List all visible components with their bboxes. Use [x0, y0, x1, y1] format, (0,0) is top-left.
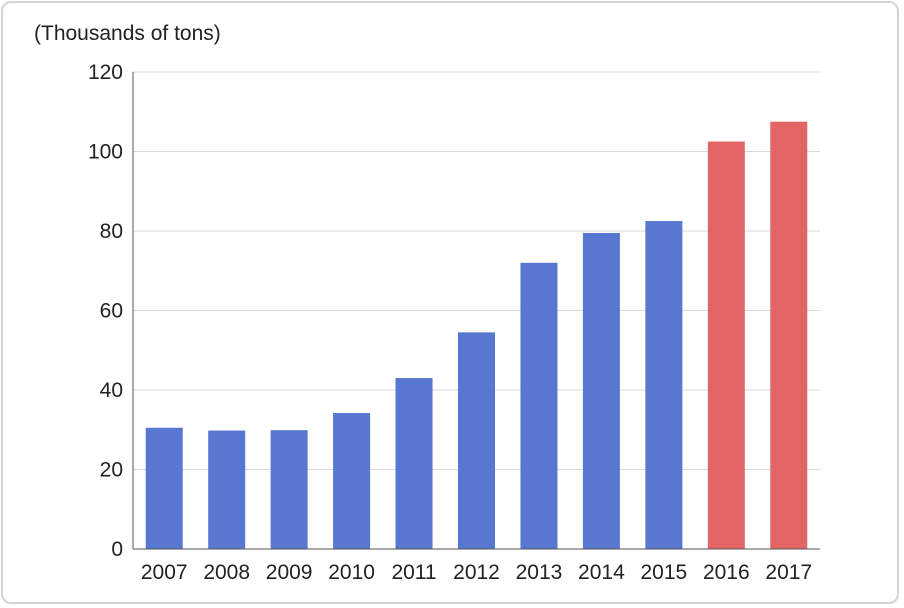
y-tick-labels: 0 20 40 60 80 100 120 [88, 61, 123, 561]
bar-2015 [645, 221, 683, 549]
y-tick-label-0: 0 [111, 538, 123, 561]
y-tick-label-80: 80 [100, 220, 123, 243]
x-tick-labels: 2007 2008 2009 2010 2011 2012 2013 2014 2015 2016… [141, 561, 812, 584]
bar-2010 [333, 413, 371, 549]
y-tick-label-120: 120 [88, 61, 123, 84]
x-tick-label-2013: 2013 [516, 561, 563, 584]
y-tick-label-40: 40 [100, 379, 123, 402]
bar-2008 [208, 430, 246, 549]
bar-2017 [770, 121, 808, 549]
bars [145, 121, 808, 550]
x-tick-label-2009: 2009 [266, 561, 313, 584]
bar-2014 [582, 232, 620, 550]
x-tick-label-2012: 2012 [453, 561, 500, 584]
y-tick-label-20: 20 [100, 459, 123, 482]
x-tick-label-2014: 2014 [578, 561, 625, 584]
x-tick-label-2017: 2017 [765, 561, 812, 584]
bar-2011 [395, 378, 433, 549]
x-tick-label-2008: 2008 [203, 561, 250, 584]
x-tick-label-2010: 2010 [328, 561, 375, 584]
x-tick-label-2007: 2007 [141, 561, 188, 584]
y-tick-label-60: 60 [100, 300, 123, 323]
x-tick-label-2015: 2015 [641, 561, 688, 584]
axes [132, 72, 820, 550]
bar-2007 [145, 427, 183, 549]
bar-2012 [458, 332, 495, 549]
bar-2016 [707, 141, 745, 549]
y-tick-label-100: 100 [88, 141, 123, 164]
x-tick-label-2016: 2016 [703, 561, 750, 584]
x-tick-label-2011: 2011 [391, 561, 436, 584]
bar-2009 [270, 430, 308, 549]
y-axis-unit-label: (Thousands of tons) [34, 22, 221, 45]
bar-2013 [520, 262, 558, 549]
